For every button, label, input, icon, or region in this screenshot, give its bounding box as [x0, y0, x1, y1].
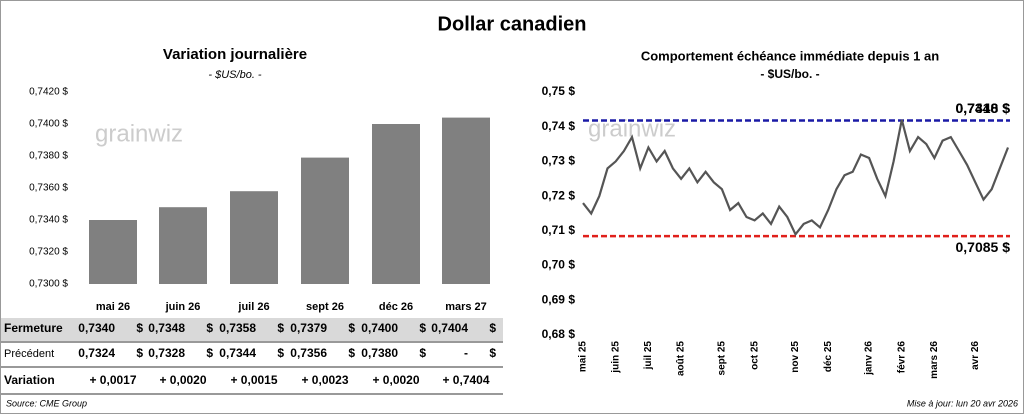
table-cell: 0,7400: [361, 321, 398, 335]
table-cell: 0,7344: [219, 346, 256, 360]
x-tick-label: sept 26: [306, 301, 344, 313]
y-tick-label: 0,68 $: [542, 327, 576, 341]
y-tick-label: 0,7400 $: [29, 119, 68, 130]
x-tick-label: déc 26: [379, 301, 413, 313]
price-line: [582, 119, 1010, 237]
table-cell: + 0,0020: [159, 373, 206, 387]
y-tick-label: 0,69 $: [542, 292, 576, 306]
row-band: [1, 318, 503, 341]
table-unit: $: [348, 346, 355, 360]
y-tick-label: 0,70 $: [542, 258, 576, 272]
table-cell: 0,7379: [290, 321, 327, 335]
row-label: Variation: [4, 373, 55, 387]
x-tick-label: avr 26: [970, 341, 981, 370]
reference-label: 0,7418 $: [956, 100, 1011, 116]
table-unit: $: [277, 346, 284, 360]
watermark: grainwiz: [95, 120, 183, 147]
y-tick-label: 0,7340 $: [29, 215, 68, 226]
bar: [89, 220, 137, 284]
y-tick-label: 0,7360 $: [29, 183, 68, 194]
reference-label: 0,7085 $: [956, 239, 1011, 255]
bar: [442, 117, 490, 284]
table-cell: 0,7340: [78, 321, 115, 335]
table-cell: + 0,0017: [89, 373, 136, 387]
x-tick-label: mars 26: [929, 341, 940, 379]
table-cell: 0,7358: [219, 321, 256, 335]
table-unit: $: [348, 321, 355, 335]
y-tick-label: 0,74 $: [542, 119, 576, 133]
table-unit: $: [206, 346, 213, 360]
x-tick-label: août 25: [676, 341, 687, 376]
y-tick-label: 0,71 $: [542, 223, 576, 237]
y-tick-label: 0,7420 $: [29, 87, 68, 98]
table-cell: 0,7328: [148, 346, 185, 360]
table-unit: $: [489, 346, 496, 360]
x-tick-label: juin 26: [165, 301, 201, 313]
table-cell: -: [464, 346, 468, 360]
table-cell: 0,7324: [78, 346, 115, 360]
table-unit: $: [419, 321, 426, 335]
y-tick-label: 0,7300 $: [29, 279, 68, 290]
page-title: Dollar canadien: [438, 13, 587, 35]
x-tick-label: juil 25: [643, 341, 654, 371]
x-tick-label: juin 25: [610, 341, 621, 374]
y-tick-label: 0,7380 $: [29, 151, 68, 162]
table-unit: $: [136, 346, 143, 360]
x-tick-label: juil 26: [237, 301, 269, 313]
line-title: Comportement échéance immédiate depuis 1…: [641, 48, 939, 63]
y-tick-label: 0,73 $: [542, 154, 576, 168]
table-unit: $: [206, 321, 213, 335]
bar: [159, 207, 207, 284]
y-tick-label: 0,72 $: [542, 188, 576, 202]
x-tick-label: févr 26: [896, 341, 907, 374]
bar: [230, 191, 278, 284]
table-unit: $: [277, 321, 284, 335]
table-cell: + 0,0023: [301, 373, 348, 387]
bar-title: Variation journalière: [163, 46, 307, 63]
table-cell: + 0,0015: [230, 373, 277, 387]
bar-subtitle: - $US/bo. -: [208, 69, 262, 81]
table-unit: $: [489, 321, 496, 335]
y-tick-label: 0,7320 $: [29, 247, 68, 258]
source: Source: CME Group: [6, 398, 87, 408]
table-cell: + 0,7404: [442, 373, 489, 387]
x-tick-label: nov 25: [790, 341, 801, 373]
x-tick-label: déc 25: [823, 341, 834, 373]
x-tick-label: oct 25: [749, 341, 760, 370]
x-tick-label: janv 26: [864, 341, 875, 376]
x-tick-label: mai 25: [578, 341, 589, 373]
table-unit: $: [136, 321, 143, 335]
table-cell: + 0,0020: [372, 373, 419, 387]
bar: [301, 157, 349, 284]
table-cell: 0,7404: [431, 321, 468, 335]
table-cell: 0,7380: [361, 346, 398, 360]
x-tick-label: mai 26: [96, 301, 130, 313]
y-tick-label: 0,75 $: [542, 84, 576, 98]
table-cell: 0,7348: [148, 321, 185, 335]
row-label: Précédent: [4, 348, 54, 360]
line-subtitle: - $US/bo. -: [760, 67, 819, 81]
last-label: 0,7340 $: [956, 100, 1011, 116]
bar: [372, 124, 420, 284]
row-label: Fermeture: [4, 321, 63, 335]
x-tick-label: sept 25: [717, 341, 728, 376]
updated: Mise à jour: lun 20 avr 2026: [907, 398, 1018, 408]
table-cell: 0,7356: [290, 346, 327, 360]
table-unit: $: [419, 346, 426, 360]
x-tick-label: mars 27: [445, 301, 487, 313]
